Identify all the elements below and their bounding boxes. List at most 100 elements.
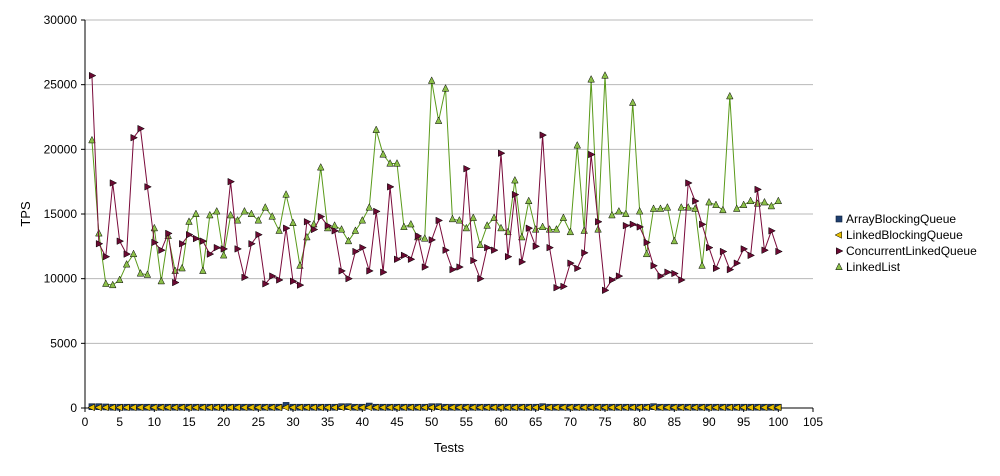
x-tick-label: 20	[217, 415, 231, 429]
data-point	[261, 203, 269, 211]
data-point	[428, 236, 437, 244]
data-point	[427, 76, 436, 84]
data-point	[310, 225, 319, 234]
x-tick-label: 100	[768, 415, 788, 429]
data-point	[241, 273, 249, 282]
data-point	[448, 214, 457, 223]
data-point	[116, 237, 125, 245]
data-point	[538, 222, 547, 230]
x-tick-label: 55	[460, 415, 474, 429]
data-point	[282, 190, 290, 198]
y-tick-label: 20000	[44, 142, 78, 156]
data-point	[531, 225, 540, 233]
x-tick-label: 85	[668, 415, 682, 429]
data-point	[664, 268, 672, 276]
data-point	[491, 246, 499, 254]
legend-label: ConcurrentLinkedQueue	[846, 244, 977, 258]
y-tick-labels: 0 5000 10000 15000 20000 25000 30000	[44, 13, 85, 415]
data-point	[636, 223, 645, 231]
data-point	[88, 135, 96, 144]
x-tick-label: 25	[252, 415, 266, 429]
data-point	[608, 210, 616, 219]
data-point	[449, 265, 457, 274]
data-point	[373, 207, 381, 216]
data-point	[122, 259, 131, 268]
data-point	[213, 206, 221, 215]
data-point	[622, 221, 631, 230]
data-point	[476, 240, 484, 248]
data-point	[192, 234, 201, 243]
data-point	[129, 249, 138, 258]
data-point	[601, 71, 609, 79]
data-point	[573, 140, 581, 149]
data-point	[109, 280, 117, 289]
x-tick-label: 65	[529, 415, 543, 429]
x-tick-label: 10	[148, 415, 162, 429]
x-tick-label: 45	[390, 415, 404, 429]
legend: ArrayBlockingQueue LinkedBlockingQueue Con…	[834, 212, 977, 274]
x-tick-label: 105	[803, 415, 823, 429]
series-line	[91, 75, 779, 292]
legend-label: ArrayBlockingQueue	[846, 212, 956, 226]
data-point	[394, 255, 402, 263]
data-point	[283, 224, 291, 232]
data-point	[712, 264, 721, 273]
data-point	[706, 243, 714, 252]
y-axis-title: TPS	[18, 201, 33, 227]
data-point	[677, 203, 685, 211]
data-point	[739, 200, 748, 208]
data-point	[158, 246, 166, 254]
data-point	[553, 284, 561, 292]
data-point	[421, 234, 429, 242]
data-point	[186, 230, 194, 239]
data-point	[504, 252, 513, 261]
data-point	[657, 272, 665, 280]
data-point	[698, 261, 706, 269]
y-tick-label: 30000	[44, 13, 78, 27]
legend-label: LinkedList	[846, 260, 901, 274]
data-point	[115, 275, 124, 283]
data-point	[497, 223, 505, 232]
data-point	[747, 251, 756, 260]
data-point	[768, 227, 776, 235]
data-point	[588, 150, 596, 159]
x-tick-label: 5	[116, 415, 123, 429]
data-point	[650, 262, 658, 270]
x-tick-label: 70	[564, 415, 578, 429]
data-point	[462, 223, 471, 232]
data-point	[705, 197, 713, 206]
data-point	[338, 267, 346, 275]
x-tick-label: 75	[598, 415, 612, 429]
data-point	[435, 216, 444, 225]
data-point	[726, 91, 734, 100]
series-line	[91, 75, 779, 286]
x-tick-label: 30	[286, 415, 300, 429]
data-point	[649, 204, 658, 212]
data-point	[615, 206, 623, 215]
data-point	[213, 243, 222, 252]
data-point	[773, 403, 782, 412]
data-point	[414, 232, 423, 240]
data-point	[566, 227, 575, 236]
data-point	[685, 179, 693, 187]
data-point	[400, 222, 408, 230]
data-point	[88, 71, 97, 80]
data-point	[719, 247, 728, 256]
data-point	[740, 245, 749, 253]
x-tick-label: 35	[321, 415, 335, 429]
data-point	[518, 232, 526, 241]
data-point	[733, 259, 742, 267]
data-point	[733, 204, 741, 212]
data-point	[303, 218, 312, 226]
data-point	[594, 225, 602, 233]
data-point	[421, 263, 430, 271]
data-point	[595, 218, 603, 226]
data-point	[324, 221, 333, 230]
data-point	[518, 258, 527, 266]
data-point	[393, 159, 401, 167]
data-point	[199, 237, 208, 245]
data-point	[525, 224, 534, 232]
data-point	[455, 216, 464, 224]
data-point	[317, 212, 326, 221]
data-point	[219, 250, 228, 259]
